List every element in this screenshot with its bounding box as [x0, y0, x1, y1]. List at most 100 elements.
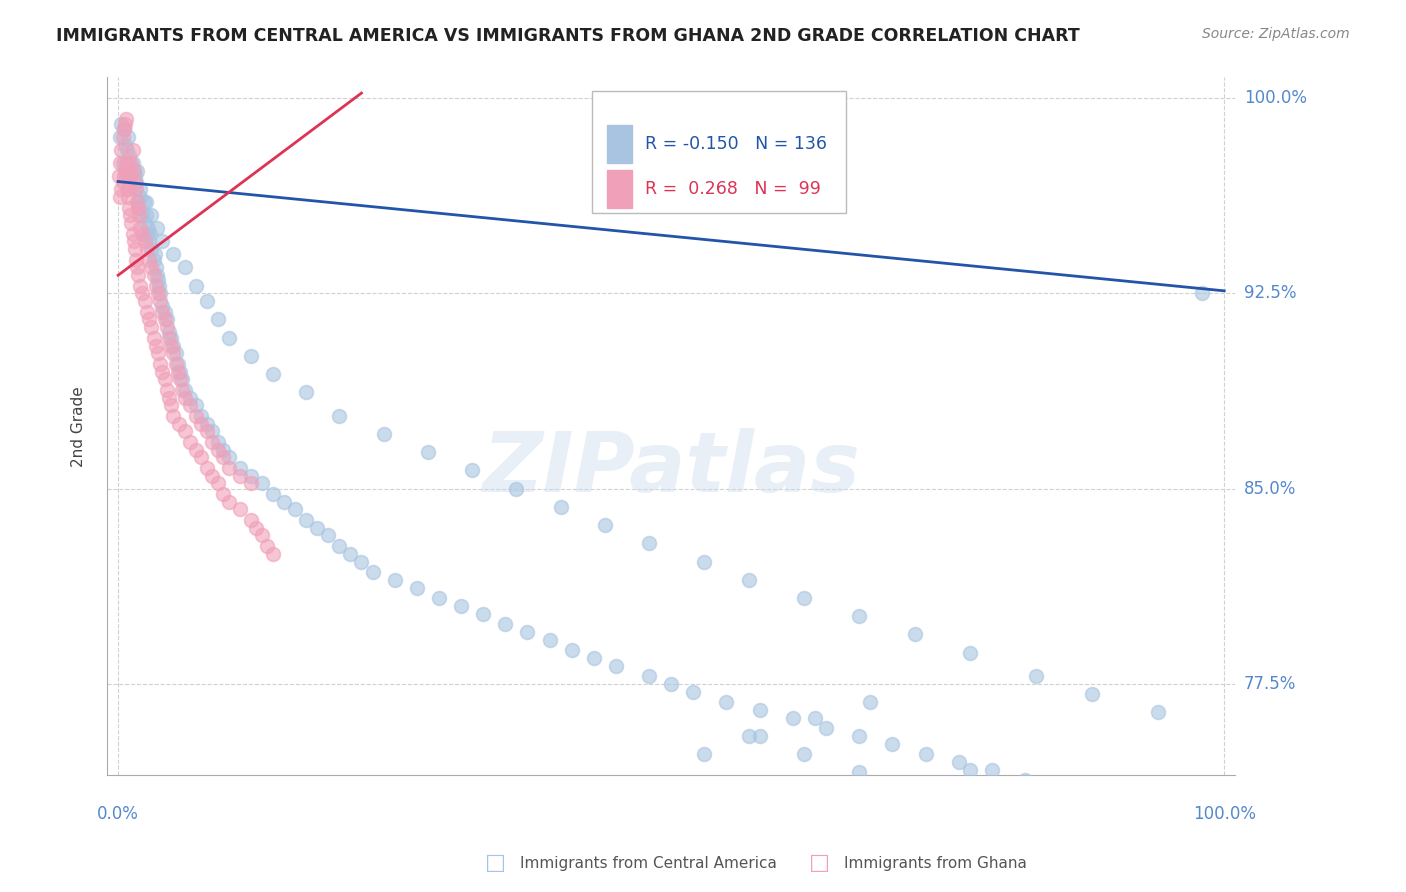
Point — [516, 624, 538, 639]
Point — [173, 425, 195, 439]
Point — [128, 201, 150, 215]
Point — [1114, 799, 1136, 814]
Point — [129, 190, 152, 204]
Point — [793, 591, 815, 605]
Point — [361, 565, 384, 579]
Point — [195, 460, 218, 475]
Point — [146, 273, 169, 287]
Point — [748, 729, 770, 743]
Point — [914, 747, 936, 761]
Point — [127, 195, 149, 210]
Point — [582, 650, 605, 665]
Point — [1047, 780, 1070, 795]
Point — [134, 235, 156, 249]
Point — [124, 242, 146, 256]
Point — [184, 398, 207, 412]
Point — [207, 476, 229, 491]
Point — [339, 547, 361, 561]
Point — [229, 502, 252, 516]
Point — [737, 729, 759, 743]
Point — [190, 450, 212, 465]
Point — [793, 747, 815, 761]
Point — [212, 450, 235, 465]
Point — [1191, 286, 1213, 301]
Point — [156, 383, 179, 397]
Point — [122, 235, 145, 249]
Point — [120, 156, 142, 170]
Point — [550, 500, 572, 514]
Point — [115, 164, 138, 178]
Point — [153, 312, 176, 326]
Point — [173, 260, 195, 275]
Point — [117, 169, 139, 184]
Point — [716, 695, 738, 709]
Point — [328, 539, 350, 553]
Point — [1080, 789, 1102, 803]
Point — [195, 417, 218, 431]
Point — [110, 182, 132, 196]
Point — [218, 450, 240, 465]
Point — [125, 164, 148, 178]
Point — [167, 357, 190, 371]
Point — [115, 144, 138, 158]
Point — [201, 468, 224, 483]
Point — [114, 138, 136, 153]
Point — [804, 711, 827, 725]
Point — [156, 312, 179, 326]
Point — [160, 331, 183, 345]
Point — [128, 208, 150, 222]
Text: Source: ZipAtlas.com: Source: ZipAtlas.com — [1202, 27, 1350, 41]
Point — [1080, 687, 1102, 701]
Point — [134, 216, 156, 230]
Point — [179, 398, 201, 412]
Point — [122, 164, 145, 178]
Text: R = -0.150   N = 136: R = -0.150 N = 136 — [645, 135, 827, 153]
Point — [638, 669, 661, 683]
Point — [184, 442, 207, 457]
Text: ZIPatlas: ZIPatlas — [482, 427, 860, 508]
Point — [250, 476, 273, 491]
Point — [131, 208, 153, 222]
Point — [212, 487, 235, 501]
Point — [167, 365, 190, 379]
Text: 85.0%: 85.0% — [1244, 480, 1296, 498]
Point — [141, 242, 163, 256]
Point — [138, 235, 160, 249]
Point — [132, 195, 155, 210]
Point — [172, 372, 194, 386]
Point — [129, 182, 152, 196]
Point — [505, 482, 527, 496]
Point — [135, 242, 157, 256]
Point — [145, 278, 167, 293]
Point — [121, 227, 143, 241]
Point — [207, 442, 229, 457]
Point — [141, 260, 163, 275]
Point — [120, 216, 142, 230]
Point — [239, 513, 262, 527]
Point — [262, 547, 284, 561]
Point — [737, 573, 759, 587]
Point — [114, 117, 136, 131]
Point — [201, 425, 224, 439]
Point — [815, 721, 838, 735]
Point — [427, 591, 450, 605]
Point — [472, 607, 495, 621]
Point — [146, 268, 169, 283]
Point — [115, 156, 138, 170]
Point — [127, 201, 149, 215]
Point — [150, 304, 173, 318]
Point — [111, 175, 134, 189]
Point — [165, 346, 187, 360]
Point — [150, 235, 173, 249]
Point — [118, 201, 141, 215]
Point — [112, 122, 135, 136]
Point — [135, 195, 157, 210]
Point — [110, 144, 132, 158]
Text: Immigrants from Central America: Immigrants from Central America — [520, 856, 778, 871]
FancyBboxPatch shape — [607, 169, 631, 208]
Point — [561, 643, 583, 657]
Point — [882, 737, 904, 751]
Point — [218, 331, 240, 345]
Point — [143, 247, 166, 261]
Point — [179, 434, 201, 449]
